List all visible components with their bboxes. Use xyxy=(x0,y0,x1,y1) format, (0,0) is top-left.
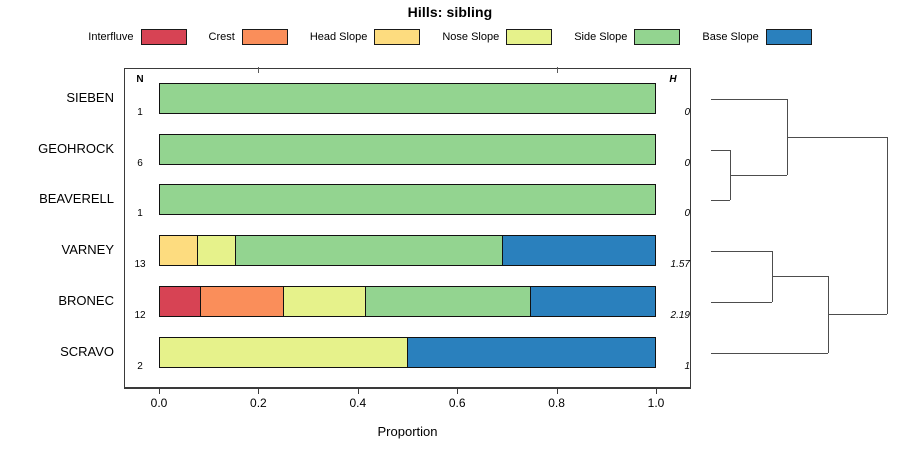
bar-beaverell[interactable] xyxy=(159,184,656,215)
bar-geohrock[interactable] xyxy=(159,134,656,165)
category-label-sieben: SIEBEN xyxy=(66,90,114,105)
bar-segment-interfluve xyxy=(160,287,202,316)
h-value: 0 xyxy=(684,208,690,219)
legend-label: Nose Slope xyxy=(442,30,500,43)
plot-frame xyxy=(124,68,691,388)
x-axis-line xyxy=(124,388,691,389)
h-value: 0 xyxy=(684,158,690,169)
dendro-leaf-bronec xyxy=(711,301,773,303)
bar-segment-side-slope xyxy=(236,236,503,265)
dendro-link-cluster1 xyxy=(729,174,787,176)
dendro-link-cluster4 xyxy=(827,314,887,316)
category-label-beaverell: BEAVERELL xyxy=(39,191,114,206)
x-axis-tick xyxy=(159,388,160,394)
h-value: 1 xyxy=(684,361,690,372)
bar-scravo[interactable] xyxy=(159,337,656,368)
category-label-geohrock: GEOHROCK xyxy=(38,141,114,156)
n-value: 1 xyxy=(137,107,143,118)
bar-segment-side-slope xyxy=(366,287,532,316)
bar-segment-head-slope xyxy=(160,236,199,265)
legend-label: Interfluve xyxy=(88,30,134,43)
legend-swatch xyxy=(765,29,812,45)
category-axis-labels: SIEBEN GEOHROCK BEAVERELL VARNEY BRONEC SCRAV… xyxy=(0,68,120,388)
legend-item[interactable]: Head Slope xyxy=(310,29,421,45)
bar-segment-side-slope xyxy=(160,135,655,164)
h-column: H 0 0 0 1.57 2.19 1 xyxy=(658,68,692,388)
legend-item[interactable]: Side Slope xyxy=(574,29,681,45)
x-axis-tick-label: 0.0 xyxy=(150,396,168,410)
bar-segment-base-slope xyxy=(531,287,655,316)
legend-label: Base Slope xyxy=(702,30,759,43)
x-axis-tick-label: 0.2 xyxy=(250,396,267,410)
bar-segment-base-slope xyxy=(407,338,655,367)
dendro-merge-root xyxy=(886,136,888,315)
n-value: 2 xyxy=(137,361,143,372)
n-column: N 1 6 1 13 12 2 xyxy=(127,68,159,388)
bar-segment-nose-slope xyxy=(160,338,408,367)
h-column-header: H xyxy=(669,74,677,85)
x-axis-tick xyxy=(656,388,657,394)
bar-segment-base-slope xyxy=(502,236,655,265)
x-axis-title: Proportion xyxy=(377,424,438,439)
dendro-leaf-beaverell xyxy=(711,199,730,201)
bar-segment-nose-slope xyxy=(283,287,367,316)
dendro-leaf-scravo xyxy=(711,352,828,354)
x-axis-top-tick xyxy=(258,67,260,73)
h-value: 0 xyxy=(684,107,690,118)
category-label-scravo: SCRAVO xyxy=(60,344,114,359)
x-axis-tick xyxy=(258,388,260,394)
legend-item[interactable]: Nose Slope xyxy=(442,29,553,45)
x-axis-top-tick xyxy=(556,67,558,73)
legend-item[interactable]: Base Slope xyxy=(702,29,812,45)
dendro-link-cluster2 xyxy=(786,136,887,138)
n-value: 1 xyxy=(137,208,143,219)
n-value: 13 xyxy=(134,259,146,270)
x-axis-tick-label: 0.8 xyxy=(548,396,565,410)
legend-label: Crest xyxy=(208,30,235,43)
n-column-header: N xyxy=(136,74,144,85)
stacked-bars xyxy=(159,68,656,388)
x-axis-tick xyxy=(457,388,459,394)
h-value: 2.19 xyxy=(670,310,690,321)
legend-swatch xyxy=(140,29,187,45)
legend-swatch xyxy=(506,29,553,45)
bar-varney[interactable] xyxy=(159,235,656,266)
bar-bronec[interactable] xyxy=(159,286,656,317)
legend-swatch xyxy=(634,29,681,45)
n-value: 12 xyxy=(134,310,146,321)
legend-swatch xyxy=(374,29,421,45)
dendro-link-cluster3 xyxy=(772,276,828,277)
dendrogram xyxy=(691,68,900,388)
bar-segment-side-slope xyxy=(160,185,655,214)
legend-label: Head Slope xyxy=(309,30,368,43)
legend-item[interactable]: Interfluve xyxy=(88,29,187,45)
bar-segment-side-slope xyxy=(160,84,655,113)
x-axis-tick xyxy=(357,388,359,394)
dendro-leaf-sieben xyxy=(711,98,787,100)
chart-title: Hills: sibling xyxy=(407,4,493,20)
x-axis-tick xyxy=(556,388,558,394)
legend-item[interactable]: Crest xyxy=(209,29,288,45)
bar-segment-crest xyxy=(201,287,284,316)
bar-sieben[interactable] xyxy=(159,83,656,114)
legend-label: Side Slope xyxy=(574,30,628,43)
x-axis: 0.0 0.2 0.4 0.6 0.8 1.0 xyxy=(124,67,691,410)
dendro-leaf-varney xyxy=(711,250,773,252)
chart-legend: Interfluve Crest Head Slope Nose Slope Side … xyxy=(0,26,900,48)
x-axis-tick-label: 0.6 xyxy=(448,396,466,410)
dendro-leaf-geohrock xyxy=(711,149,730,151)
h-value: 1.57 xyxy=(670,259,690,270)
legend-swatch xyxy=(241,29,288,45)
category-label-varney: VARNEY xyxy=(61,242,115,257)
x-axis-tick-label: 0.4 xyxy=(349,396,367,410)
n-value: 6 xyxy=(137,158,143,169)
bar-segment-nose-slope xyxy=(198,236,237,265)
category-label-bronec: BRONEC xyxy=(58,293,114,308)
x-axis-tick-label: 1.0 xyxy=(647,396,665,410)
